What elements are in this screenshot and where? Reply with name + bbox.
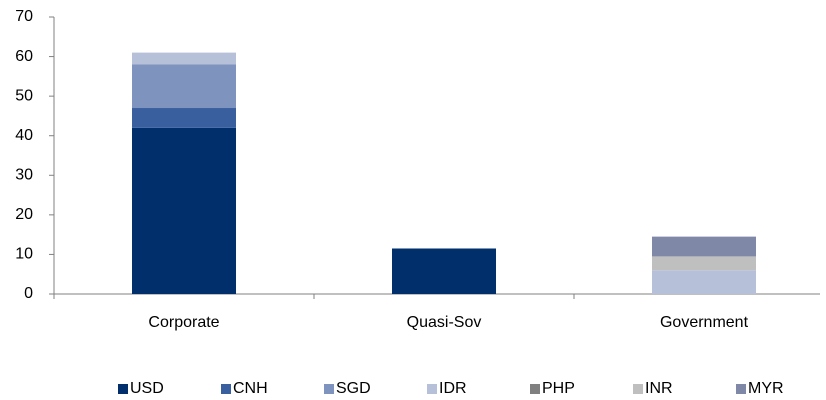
legend-label: SGD (336, 380, 371, 397)
legend-label: MYR (748, 380, 784, 397)
bar-segment (392, 248, 496, 294)
bar-segment (132, 52, 236, 65)
legend-swatch (118, 384, 128, 394)
y-tick-label: 40 (15, 127, 33, 144)
legend-label: USD (130, 380, 164, 397)
y-tick-label: 50 (15, 87, 33, 104)
y-tick-label: 0 (24, 285, 33, 302)
bar-segment (132, 108, 236, 128)
legend-swatch (633, 384, 643, 394)
y-tick-label: 70 (15, 8, 33, 25)
legend-swatch (736, 384, 746, 394)
bar-segment (132, 127, 236, 294)
x-tick-label: Government (660, 314, 749, 331)
x-tick-label: Corporate (148, 314, 219, 331)
bar-segment (652, 256, 756, 271)
bar-segment (132, 64, 236, 109)
legend-swatch (530, 384, 540, 394)
y-tick-label: 30 (15, 167, 33, 184)
y-tick-label: 10 (15, 246, 33, 263)
legend-label: PHP (542, 380, 575, 397)
legend-swatch (221, 384, 231, 394)
legend-label: CNH (233, 380, 268, 397)
legend-label: IDR (439, 380, 467, 397)
y-tick-label: 20 (15, 206, 33, 223)
x-tick-label: Quasi-Sov (407, 314, 482, 331)
legend-swatch (324, 384, 334, 394)
bar-segment (652, 270, 756, 294)
legend-swatch (427, 384, 437, 394)
legend-label: INR (645, 380, 673, 397)
bar-segment (652, 236, 756, 257)
y-tick-label: 60 (15, 48, 33, 65)
